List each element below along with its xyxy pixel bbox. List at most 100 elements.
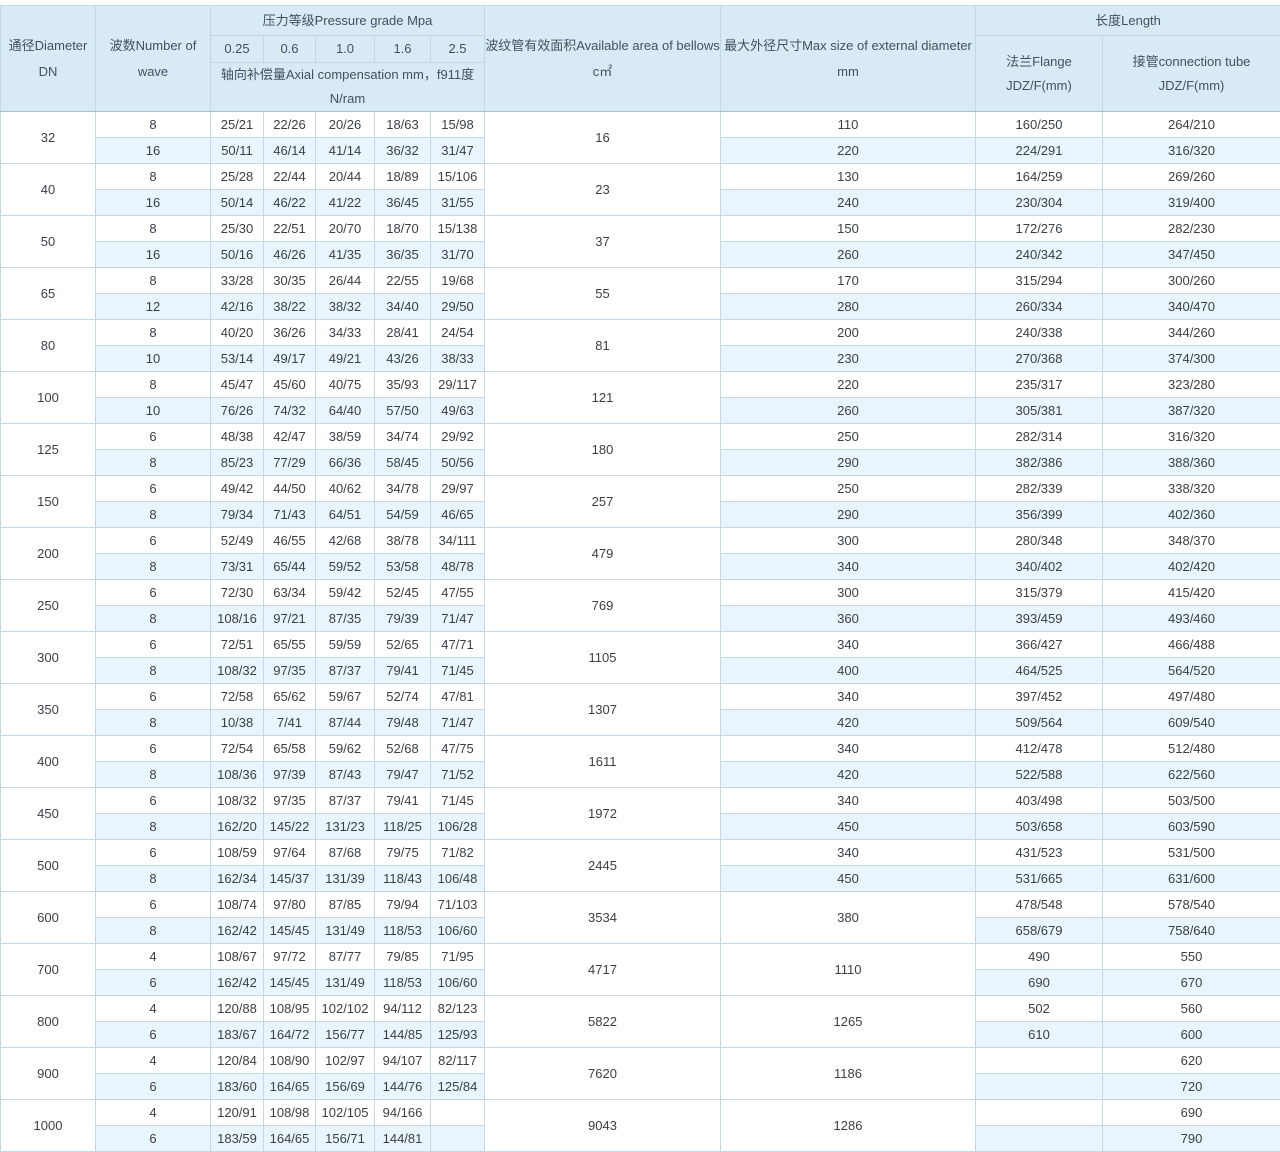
axial-compensation-cell: 31/70	[431, 242, 485, 268]
available-area-cell: 1105	[485, 632, 721, 684]
flange-length-cell: 658/679	[976, 918, 1103, 944]
axial-compensation-cell: 97/80	[264, 892, 316, 918]
flange-length-cell: 240/342	[976, 242, 1103, 268]
axial-compensation-cell: 162/42	[211, 970, 264, 996]
wave-count-cell: 8	[96, 866, 211, 892]
header-pressure-1-6: 1.6	[375, 36, 431, 63]
axial-compensation-cell: 108/95	[264, 996, 316, 1022]
tube-length-cell: 564/520	[1103, 658, 1280, 684]
axial-compensation-cell: 145/37	[264, 866, 316, 892]
max-diameter-cell: 300	[721, 528, 976, 554]
axial-compensation-cell: 65/44	[264, 554, 316, 580]
axial-compensation-cell: 71/47	[431, 710, 485, 736]
axial-compensation-cell: 108/67	[211, 944, 264, 970]
wave-count-cell: 8	[96, 268, 211, 294]
tube-length-cell: 620	[1103, 1048, 1280, 1074]
flange-length-cell: 403/498	[976, 788, 1103, 814]
flange-length-cell: 315/379	[976, 580, 1103, 606]
header-axial-compensation-line1: 轴向补偿量Axial compensation mm，f911度	[211, 63, 484, 87]
axial-compensation-cell: 20/26	[316, 112, 375, 138]
header-flange-unit: JDZ/F(mm)	[976, 74, 1102, 98]
flange-length-cell: 503/658	[976, 814, 1103, 840]
wave-count-cell: 12	[96, 294, 211, 320]
axial-compensation-cell: 49/42	[211, 476, 264, 502]
axial-compensation-cell: 29/97	[431, 476, 485, 502]
tube-length-cell: 503/500	[1103, 788, 1280, 814]
axial-compensation-cell: 65/62	[264, 684, 316, 710]
max-diameter-cell: 290	[721, 450, 976, 476]
axial-compensation-cell: 43/26	[375, 346, 431, 372]
axial-compensation-cell: 36/45	[375, 190, 431, 216]
axial-compensation-cell: 94/112	[375, 996, 431, 1022]
axial-compensation-cell: 97/35	[264, 658, 316, 684]
available-area-cell: 769	[485, 580, 721, 632]
dn-cell: 50	[1, 216, 96, 268]
max-diameter-cell: 220	[721, 138, 976, 164]
dn-cell: 80	[1, 320, 96, 372]
max-diameter-cell: 450	[721, 866, 976, 892]
axial-compensation-cell: 46/65	[431, 502, 485, 528]
axial-compensation-cell: 164/65	[264, 1126, 316, 1152]
max-diameter-cell: 1265	[721, 996, 976, 1048]
axial-compensation-cell: 19/68	[431, 268, 485, 294]
axial-compensation-cell: 50/56	[431, 450, 485, 476]
flange-length-cell: 431/523	[976, 840, 1103, 866]
axial-compensation-cell: 41/22	[316, 190, 375, 216]
max-diameter-cell: 420	[721, 710, 976, 736]
dn-cell: 700	[1, 944, 96, 996]
axial-compensation-cell: 87/44	[316, 710, 375, 736]
dn-cell: 450	[1, 788, 96, 840]
axial-compensation-cell: 131/49	[316, 918, 375, 944]
axial-compensation-cell: 49/17	[264, 346, 316, 372]
axial-compensation-cell: 52/74	[375, 684, 431, 710]
axial-compensation-cell: 65/55	[264, 632, 316, 658]
axial-compensation-cell: 34/33	[316, 320, 375, 346]
axial-compensation-cell: 71/43	[264, 502, 316, 528]
max-diameter-cell: 340	[721, 554, 976, 580]
tube-length-cell: 758/640	[1103, 918, 1280, 944]
max-diameter-cell: 130	[721, 164, 976, 190]
max-diameter-cell: 200	[721, 320, 976, 346]
axial-compensation-cell: 97/64	[264, 840, 316, 866]
axial-compensation-cell: 144/81	[375, 1126, 431, 1152]
header-flange-label: 法兰Flange	[976, 50, 1102, 74]
max-diameter-cell: 250	[721, 424, 976, 450]
axial-compensation-cell: 131/23	[316, 814, 375, 840]
available-area-cell: 3534	[485, 892, 721, 944]
tube-length-cell: 790	[1103, 1126, 1280, 1152]
axial-compensation-cell: 52/45	[375, 580, 431, 606]
wave-count-cell: 6	[96, 736, 211, 762]
axial-compensation-cell: 15/138	[431, 216, 485, 242]
flange-length-cell	[976, 1126, 1103, 1152]
max-diameter-cell: 250	[721, 476, 976, 502]
header-pressure-1-0: 1.0	[316, 36, 375, 63]
flange-length-cell	[976, 1048, 1103, 1074]
tube-length-cell: 347/450	[1103, 242, 1280, 268]
axial-compensation-cell: 31/47	[431, 138, 485, 164]
axial-compensation-cell: 71/103	[431, 892, 485, 918]
wave-count-cell: 8	[96, 112, 211, 138]
axial-compensation-cell: 183/59	[211, 1126, 264, 1152]
available-area-cell: 1307	[485, 684, 721, 736]
flange-length-cell	[976, 1074, 1103, 1100]
header-pressure-0-25: 0.25	[211, 36, 264, 63]
bellows-spec-table: 通径Diameter DN 波数Number of wave 压力等级Press…	[0, 5, 1280, 1152]
axial-compensation-cell: 162/20	[211, 814, 264, 840]
max-diameter-cell: 340	[721, 736, 976, 762]
wave-count-cell: 4	[96, 944, 211, 970]
axial-compensation-cell: 30/35	[264, 268, 316, 294]
header-pressure-grade: 压力等级Pressure grade Mpa	[211, 6, 485, 36]
axial-compensation-cell: 59/59	[316, 632, 375, 658]
tube-length-cell: 631/600	[1103, 866, 1280, 892]
dn-cell: 500	[1, 840, 96, 892]
axial-compensation-cell: 54/59	[375, 502, 431, 528]
axial-compensation-cell	[431, 1126, 485, 1152]
header-tube-label: 接管connection tube	[1103, 50, 1280, 74]
flange-length-cell: 230/304	[976, 190, 1103, 216]
axial-compensation-cell: 118/25	[375, 814, 431, 840]
axial-compensation-cell: 18/89	[375, 164, 431, 190]
